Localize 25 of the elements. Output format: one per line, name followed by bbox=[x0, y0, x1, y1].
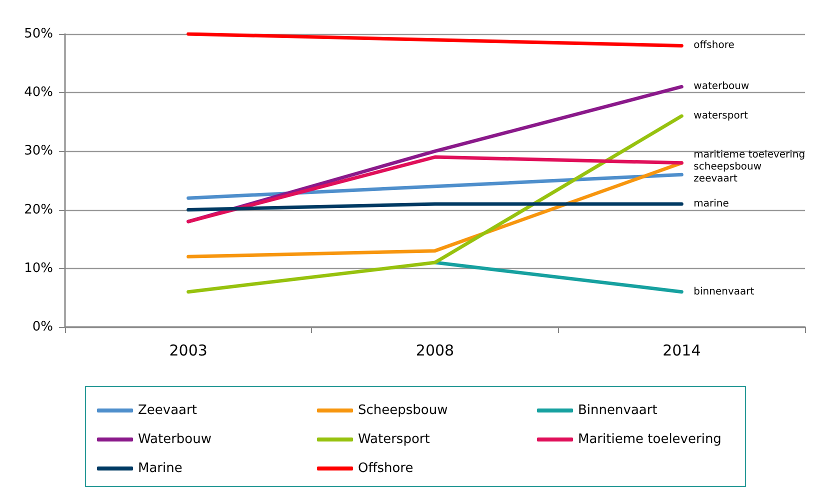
annotation: binnenvaart bbox=[694, 286, 754, 298]
legend-label: Scheepsbouw bbox=[358, 403, 448, 418]
legend-label: Binnenvaart bbox=[578, 403, 658, 418]
legend-label: Maritieme toelevering bbox=[578, 432, 722, 447]
legend-label: Waterbouw bbox=[138, 432, 212, 447]
x-tick-label: 2014 bbox=[662, 342, 701, 360]
x-tick-label: 2003 bbox=[169, 342, 208, 360]
legend-label: Watersport bbox=[358, 432, 430, 447]
y-tick-label: 10% bbox=[24, 260, 53, 276]
y-tick-label: 30% bbox=[24, 144, 53, 159]
y-tick-label: 40% bbox=[24, 85, 53, 100]
annotation: maritieme toelevering bbox=[694, 149, 806, 160]
legend-label: Zeevaart bbox=[138, 403, 197, 418]
x-tick-label: 2008 bbox=[416, 342, 454, 360]
annotation: offshore bbox=[694, 40, 734, 52]
annotation: zeevaart bbox=[694, 173, 738, 184]
y-tick-label: 0% bbox=[32, 320, 53, 334]
y-tick-label: 50% bbox=[24, 26, 53, 42]
annotation: marine bbox=[694, 198, 729, 210]
annotation: waterbouw bbox=[694, 81, 750, 92]
legend-label: Offshore bbox=[358, 461, 414, 476]
annotation: scheepsbouw bbox=[694, 161, 762, 172]
legend-label: Marine bbox=[138, 461, 182, 476]
annotation: watersport bbox=[694, 110, 748, 122]
y-tick-label: 20% bbox=[24, 202, 53, 218]
